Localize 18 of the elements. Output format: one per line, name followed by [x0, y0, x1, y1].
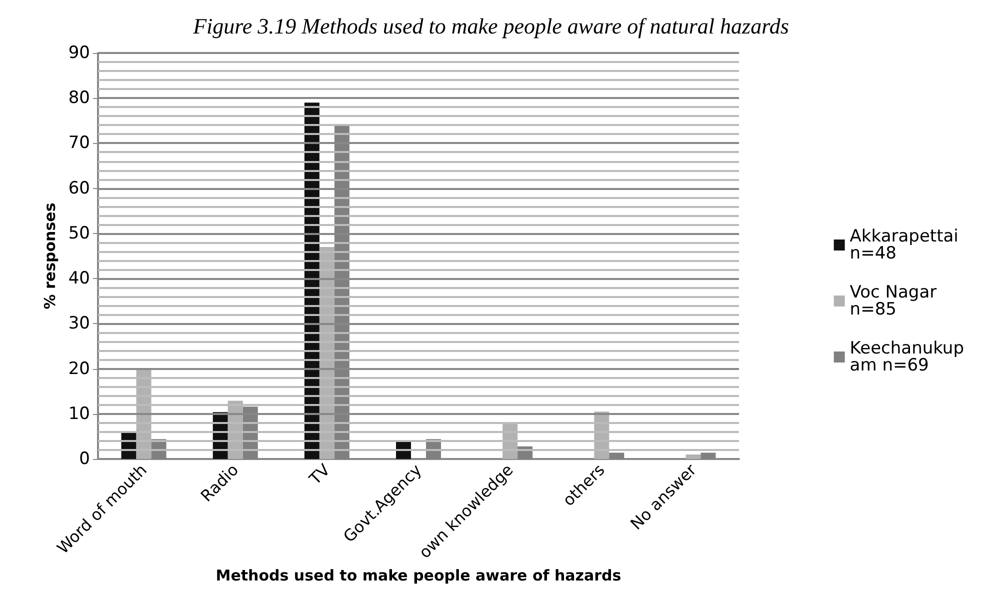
x-axis-title: Methods used to make people aware of hazards: [216, 566, 622, 584]
y-tick-label: 30: [68, 314, 90, 334]
y-axis-title: % responses: [40, 202, 59, 310]
bar: [686, 454, 701, 459]
y-tick-label: 70: [68, 133, 90, 154]
y-tick-label: 10: [68, 404, 90, 424]
legend-label: Voc Nagar n=85: [850, 282, 942, 320]
y-tick-label: 0: [79, 449, 90, 469]
x-tick-label: TV: [304, 460, 334, 490]
chart-title: Figure 3.19 Methods used to make people aware of natural hazards: [192, 14, 789, 38]
y-tick-label: 80: [68, 88, 90, 108]
y-tick-label: 60: [68, 178, 90, 198]
y-tick-label: 20: [68, 358, 90, 379]
legend-label: Keechanukupam n=69: [850, 338, 964, 376]
y-tick-label: 50: [68, 223, 90, 244]
legend-label: Akkarapettai n=48: [850, 226, 964, 264]
y-tick-label: 90: [68, 43, 90, 63]
y-tick-label: 40: [68, 268, 90, 289]
